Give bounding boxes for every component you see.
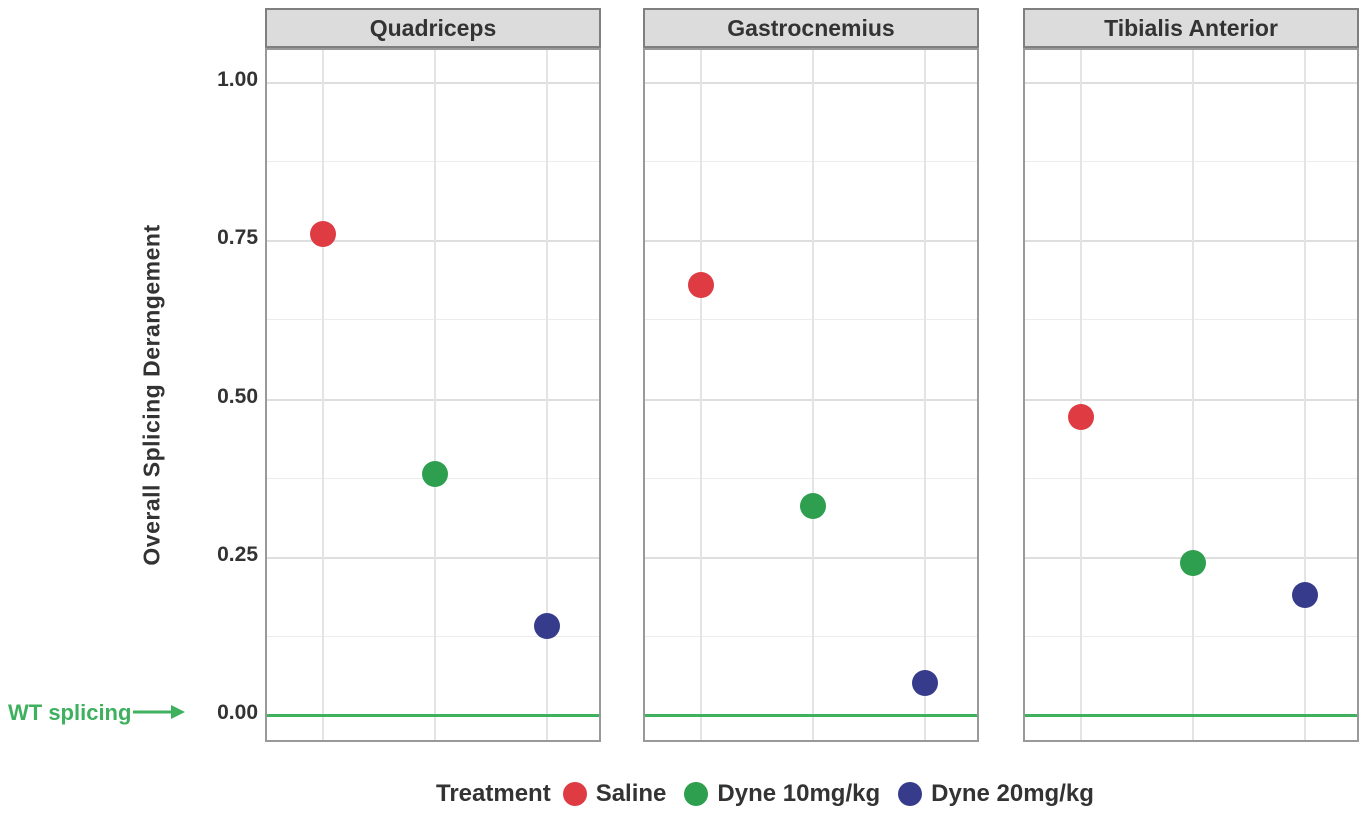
facet-panel: Tibialis Anterior [1023, 8, 1359, 742]
h-gridline [645, 161, 977, 162]
h-gridline [1025, 319, 1357, 320]
y-tick-label: 0.00 [217, 701, 258, 724]
data-point-dyne-10mg-kg [1180, 550, 1206, 576]
facet-header: Tibialis Anterior [1023, 8, 1359, 48]
data-point-dyne-10mg-kg [800, 493, 826, 519]
h-gridline [645, 478, 977, 479]
v-gridline [546, 50, 548, 740]
h-gridline [267, 636, 599, 637]
y-tick-label: 0.25 [217, 542, 258, 566]
h-gridline [267, 161, 599, 162]
wt-reference-line [1025, 714, 1357, 717]
data-point-dyne-20mg-kg [534, 613, 560, 639]
data-point-dyne-20mg-kg [912, 670, 938, 696]
legend-label: Dyne 10mg/kg [717, 780, 881, 807]
legend-item: Saline [562, 780, 667, 808]
wt-splicing-label: WT splicing [8, 700, 132, 725]
v-gridline [322, 50, 324, 740]
v-gridline [812, 50, 814, 740]
h-gridline [1025, 399, 1357, 401]
legend-item: Dyne 10mg/kg [684, 780, 880, 808]
v-gridline [434, 50, 436, 740]
legend-swatch-icon [684, 782, 709, 806]
h-gridline [1025, 161, 1357, 162]
legend-label: Saline [595, 780, 667, 807]
wt-reference-line [645, 714, 977, 717]
treatment-legend: Treatment Saline Dyne 10mg/kg Dyne 20mg/kg [436, 780, 1112, 808]
data-point-saline [1068, 404, 1094, 430]
h-gridline [1025, 240, 1357, 242]
data-point-dyne-10mg-kg [422, 461, 448, 487]
legend-swatch-icon [562, 782, 587, 806]
y-tick-label: 1.00 [217, 68, 258, 91]
h-gridline [645, 399, 977, 401]
facet-panel: Quadriceps [265, 8, 601, 742]
h-gridline [645, 636, 977, 637]
h-gridline [645, 557, 977, 559]
v-gridline [700, 50, 702, 740]
h-gridline [645, 240, 977, 242]
facet-header: Gastrocnemius [643, 8, 979, 48]
v-gridline [1080, 50, 1082, 740]
h-gridline [267, 557, 599, 559]
h-gridline [267, 240, 599, 242]
wt-splicing-annotation: WT splicing [8, 700, 186, 726]
wt-arrow-icon [133, 700, 186, 726]
data-point-saline [688, 272, 714, 298]
y-tick-label: 0.75 [217, 226, 258, 250]
facet-header: Quadriceps [265, 8, 601, 48]
h-gridline [1025, 636, 1357, 637]
v-gridline [1304, 50, 1306, 740]
v-gridline [1192, 50, 1194, 740]
h-gridline [267, 82, 599, 84]
y-tick-label: 0.50 [217, 384, 258, 408]
legend-label: Dyne 20mg/kg [931, 780, 1094, 807]
legend-swatch-icon [898, 782, 923, 806]
plot-area [643, 48, 979, 742]
h-gridline [645, 319, 977, 320]
plot-area [1023, 48, 1359, 742]
legend-items: Saline Dyne 10mg/kg Dyne 20mg/kg [562, 780, 1112, 808]
h-gridline [267, 399, 599, 401]
h-gridline [1025, 478, 1357, 479]
legend-title: Treatment [436, 780, 551, 807]
wt-reference-line [267, 714, 599, 717]
legend-item: Dyne 20mg/kg [898, 780, 1094, 808]
h-gridline [645, 82, 977, 84]
data-point-dyne-20mg-kg [1292, 582, 1318, 608]
plot-area [265, 48, 601, 742]
h-gridline [1025, 82, 1357, 84]
y-axis-title: Overall Splicing Derangement [138, 224, 165, 566]
v-gridline [924, 50, 926, 740]
h-gridline [267, 319, 599, 320]
data-point-saline [310, 221, 336, 247]
facet-panel: Gastrocnemius [643, 8, 979, 742]
